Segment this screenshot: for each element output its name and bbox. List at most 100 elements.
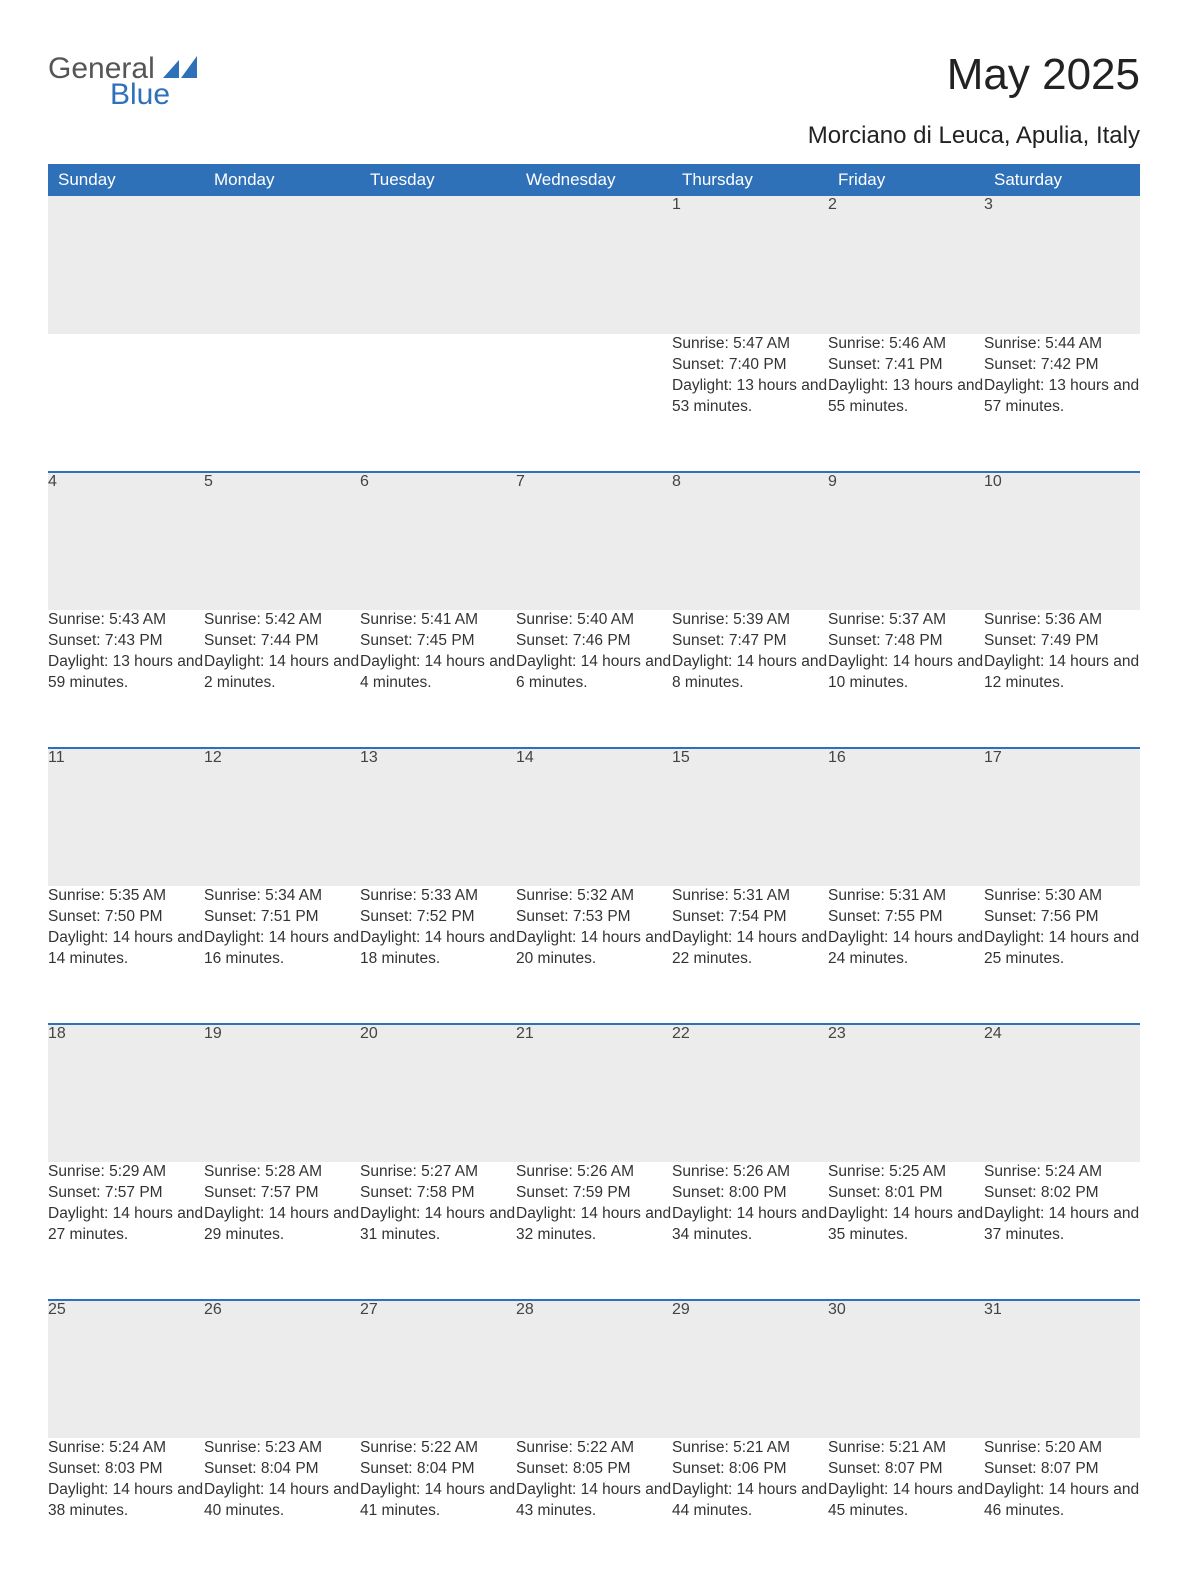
sunrise: Sunrise: 5:30 AM [984, 886, 1140, 907]
daylight: Daylight: 14 hours and 29 minutes. [204, 1204, 360, 1246]
daylight: Daylight: 14 hours and 34 minutes. [672, 1204, 828, 1246]
day-detail-cell: Sunrise: 5:37 AMSunset: 7:48 PMDaylight:… [828, 610, 984, 748]
daylight: Daylight: 14 hours and 22 minutes. [672, 928, 828, 970]
sunset: Sunset: 7:52 PM [360, 907, 516, 928]
day-detail-cell: Sunrise: 5:40 AMSunset: 7:46 PMDaylight:… [516, 610, 672, 748]
day-detail-cell: Sunrise: 5:47 AMSunset: 7:40 PMDaylight:… [672, 334, 828, 472]
daylight: Daylight: 14 hours and 38 minutes. [48, 1480, 204, 1522]
logo: General Blue [48, 50, 197, 112]
daylight: Daylight: 14 hours and 8 minutes. [672, 652, 828, 694]
daynum-row: 18192021222324 [48, 1024, 1140, 1162]
header: General Blue May 2025 [48, 50, 1140, 112]
sunset: Sunset: 8:04 PM [360, 1459, 516, 1480]
day-detail-cell [204, 334, 360, 472]
day-number-cell: 18 [48, 1024, 204, 1162]
day-number-cell: 8 [672, 472, 828, 610]
sunrise: Sunrise: 5:42 AM [204, 610, 360, 631]
sunset: Sunset: 8:06 PM [672, 1459, 828, 1480]
day-number-cell: 22 [672, 1024, 828, 1162]
day-number-cell: 31 [984, 1300, 1140, 1438]
day-detail-cell: Sunrise: 5:26 AMSunset: 7:59 PMDaylight:… [516, 1162, 672, 1300]
sunset: Sunset: 7:56 PM [984, 907, 1140, 928]
day-detail-cell: Sunrise: 5:26 AMSunset: 8:00 PMDaylight:… [672, 1162, 828, 1300]
sunset: Sunset: 8:02 PM [984, 1183, 1140, 1204]
day-number-cell: 4 [48, 472, 204, 610]
day-number-cell: 23 [828, 1024, 984, 1162]
sunset: Sunset: 7:48 PM [828, 631, 984, 652]
daylight: Daylight: 13 hours and 59 minutes. [48, 652, 204, 694]
sunrise: Sunrise: 5:44 AM [984, 334, 1140, 355]
day-number-cell: 14 [516, 748, 672, 886]
sunrise: Sunrise: 5:25 AM [828, 1162, 984, 1183]
day-detail-cell: Sunrise: 5:43 AMSunset: 7:43 PMDaylight:… [48, 610, 204, 748]
sunset: Sunset: 8:07 PM [984, 1459, 1140, 1480]
day-number-cell: 10 [984, 472, 1140, 610]
sunrise: Sunrise: 5:33 AM [360, 886, 516, 907]
day-detail-cell: Sunrise: 5:46 AMSunset: 7:41 PMDaylight:… [828, 334, 984, 472]
day-detail-cell: Sunrise: 5:22 AMSunset: 8:04 PMDaylight:… [360, 1438, 516, 1576]
detail-row: Sunrise: 5:47 AMSunset: 7:40 PMDaylight:… [48, 334, 1140, 472]
day-number-cell: 29 [672, 1300, 828, 1438]
sunset: Sunset: 7:45 PM [360, 631, 516, 652]
day-number-cell: 20 [360, 1024, 516, 1162]
day-number-cell: 19 [204, 1024, 360, 1162]
daylight: Daylight: 14 hours and 20 minutes. [516, 928, 672, 970]
daylight: Daylight: 13 hours and 53 minutes. [672, 376, 828, 418]
day-number-cell: 1 [672, 196, 828, 334]
daylight: Daylight: 14 hours and 40 minutes. [204, 1480, 360, 1522]
sunset: Sunset: 8:04 PM [204, 1459, 360, 1480]
col-tuesday: Tuesday [360, 164, 516, 196]
sunrise: Sunrise: 5:29 AM [48, 1162, 204, 1183]
sunset: Sunset: 8:01 PM [828, 1183, 984, 1204]
day-detail-cell: Sunrise: 5:29 AMSunset: 7:57 PMDaylight:… [48, 1162, 204, 1300]
daylight: Daylight: 14 hours and 43 minutes. [516, 1480, 672, 1522]
sunset: Sunset: 7:53 PM [516, 907, 672, 928]
sunset: Sunset: 7:41 PM [828, 355, 984, 376]
sunrise: Sunrise: 5:37 AM [828, 610, 984, 631]
day-number-cell: 13 [360, 748, 516, 886]
daylight: Daylight: 14 hours and 32 minutes. [516, 1204, 672, 1246]
sunrise: Sunrise: 5:39 AM [672, 610, 828, 631]
daylight: Daylight: 14 hours and 37 minutes. [984, 1204, 1140, 1246]
day-detail-cell [48, 334, 204, 472]
sunrise: Sunrise: 5:28 AM [204, 1162, 360, 1183]
day-detail-cell: Sunrise: 5:22 AMSunset: 8:05 PMDaylight:… [516, 1438, 672, 1576]
sunset: Sunset: 7:50 PM [48, 907, 204, 928]
sunrise: Sunrise: 5:46 AM [828, 334, 984, 355]
day-detail-cell [516, 334, 672, 472]
daylight: Daylight: 14 hours and 10 minutes. [828, 652, 984, 694]
sunset: Sunset: 8:00 PM [672, 1183, 828, 1204]
sunrise: Sunrise: 5:31 AM [828, 886, 984, 907]
sunset: Sunset: 7:57 PM [204, 1183, 360, 1204]
day-number-cell: 6 [360, 472, 516, 610]
daynum-row: 25262728293031 [48, 1300, 1140, 1438]
day-number-cell: 24 [984, 1024, 1140, 1162]
daylight: Daylight: 14 hours and 46 minutes. [984, 1480, 1140, 1522]
sunset: Sunset: 7:55 PM [828, 907, 984, 928]
detail-row: Sunrise: 5:43 AMSunset: 7:43 PMDaylight:… [48, 610, 1140, 748]
day-detail-cell: Sunrise: 5:28 AMSunset: 7:57 PMDaylight:… [204, 1162, 360, 1300]
weekday-header-row: Sunday Monday Tuesday Wednesday Thursday… [48, 164, 1140, 196]
sunrise: Sunrise: 5:26 AM [672, 1162, 828, 1183]
day-detail-cell: Sunrise: 5:21 AMSunset: 8:06 PMDaylight:… [672, 1438, 828, 1576]
day-detail-cell: Sunrise: 5:35 AMSunset: 7:50 PMDaylight:… [48, 886, 204, 1024]
sunrise: Sunrise: 5:27 AM [360, 1162, 516, 1183]
detail-row: Sunrise: 5:35 AMSunset: 7:50 PMDaylight:… [48, 886, 1140, 1024]
daylight: Daylight: 14 hours and 31 minutes. [360, 1204, 516, 1246]
sunset: Sunset: 7:58 PM [360, 1183, 516, 1204]
daynum-row: 11121314151617 [48, 748, 1140, 886]
daylight: Daylight: 14 hours and 45 minutes. [828, 1480, 984, 1522]
sunset: Sunset: 8:05 PM [516, 1459, 672, 1480]
day-detail-cell: Sunrise: 5:44 AMSunset: 7:42 PMDaylight:… [984, 334, 1140, 472]
daylight: Daylight: 13 hours and 55 minutes. [828, 376, 984, 418]
sunset: Sunset: 7:57 PM [48, 1183, 204, 1204]
sunset: Sunset: 7:54 PM [672, 907, 828, 928]
sunrise: Sunrise: 5:23 AM [204, 1438, 360, 1459]
day-number-cell: 26 [204, 1300, 360, 1438]
col-sunday: Sunday [48, 164, 204, 196]
day-number-cell: 30 [828, 1300, 984, 1438]
sunrise: Sunrise: 5:21 AM [828, 1438, 984, 1459]
day-detail-cell: Sunrise: 5:30 AMSunset: 7:56 PMDaylight:… [984, 886, 1140, 1024]
day-detail-cell: Sunrise: 5:31 AMSunset: 7:55 PMDaylight:… [828, 886, 984, 1024]
sunset: Sunset: 7:46 PM [516, 631, 672, 652]
